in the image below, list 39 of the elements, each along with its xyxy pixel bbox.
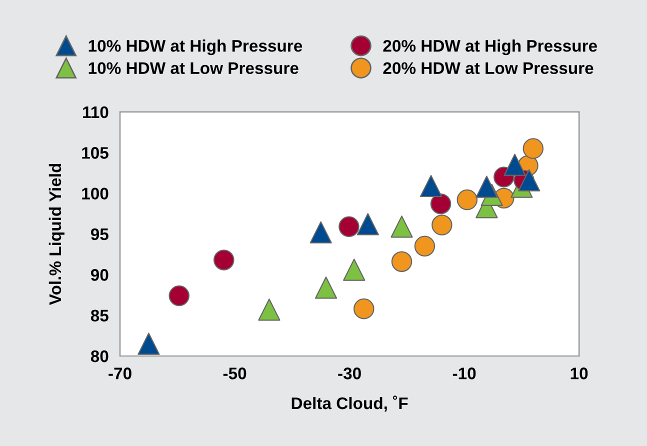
point xyxy=(354,298,374,320)
y-tick-label: 110 xyxy=(83,106,108,118)
x-tick-label: -70 xyxy=(108,368,132,380)
x-tick-label: -30 xyxy=(338,368,361,380)
point xyxy=(432,214,452,236)
y-tick-label: 85 xyxy=(90,310,108,322)
point xyxy=(518,169,540,192)
y-tick-label: 80 xyxy=(90,350,108,362)
y-tick-label: 105 xyxy=(82,147,108,159)
point xyxy=(476,176,498,198)
point xyxy=(390,216,413,238)
legend-label: 10% HDW at High Pressure xyxy=(88,40,302,56)
point xyxy=(430,193,452,214)
point xyxy=(456,189,478,210)
point xyxy=(214,250,234,270)
point xyxy=(343,258,366,281)
point xyxy=(420,174,442,198)
y-tick-label: 95 xyxy=(90,228,108,240)
x-axis-title: Delta Cloud, ˚F xyxy=(292,396,408,412)
legend-label: 10% HDW at Low Pressure xyxy=(88,62,298,74)
x-tick-label: 10 xyxy=(570,368,588,380)
point xyxy=(522,138,544,159)
point xyxy=(258,298,280,321)
point xyxy=(138,332,160,355)
point xyxy=(314,276,338,299)
point xyxy=(414,236,436,257)
point xyxy=(504,154,526,176)
point xyxy=(168,285,190,306)
point xyxy=(391,251,412,272)
point xyxy=(310,221,332,244)
x-tick-label: -10 xyxy=(452,368,476,380)
y-axis-title: Vol.% Liquid Yield xyxy=(48,164,64,306)
legend-label: 20% HDW at Low Pressure xyxy=(383,62,594,74)
y-tick-label: 100 xyxy=(82,188,108,200)
point xyxy=(338,216,360,238)
x-tick-label: -50 xyxy=(223,368,246,380)
y-tick-label: 90 xyxy=(90,269,108,281)
point xyxy=(356,213,379,236)
legend-label: 20% HDW at High Pressure xyxy=(383,40,597,56)
